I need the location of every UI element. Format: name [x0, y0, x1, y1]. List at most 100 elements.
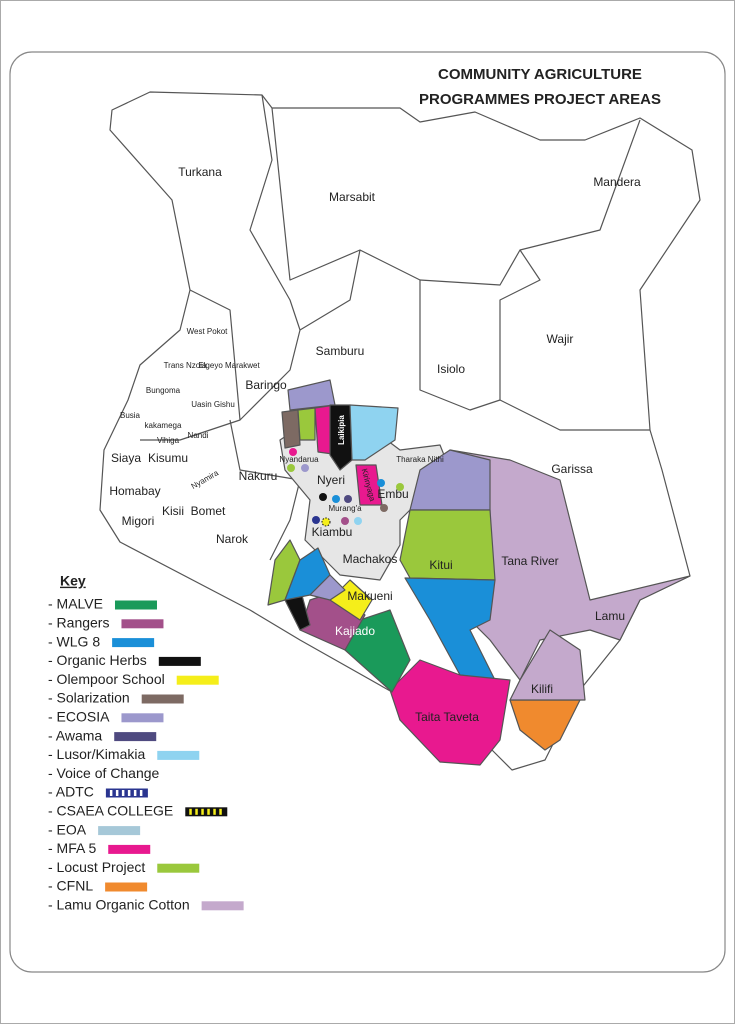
region-solarization: [281, 409, 301, 449]
county-label: Garissa: [551, 462, 593, 476]
county-label: Narok: [216, 532, 249, 546]
legend-label: - Lamu Organic Cotton: [48, 897, 190, 913]
county-label: Elgeyo Marakwet: [198, 361, 260, 370]
legend-swatch-stripe: [219, 808, 222, 815]
region-locust-west: [267, 539, 301, 606]
county-label: Nakuru: [239, 469, 278, 483]
legend-label: - MFA 5: [48, 840, 96, 856]
county-label: Kiambu: [312, 525, 353, 539]
county-label: Wajir: [547, 332, 574, 346]
legend-label: - WLG 8: [48, 633, 100, 649]
region-wlg8: [404, 577, 496, 681]
map-shapes: [99, 91, 701, 771]
legend-swatch: [158, 656, 201, 666]
legend-swatch-stripe: [139, 790, 143, 796]
legend-label: - Locust Project: [48, 859, 145, 875]
legend-swatch: [121, 619, 164, 629]
region-mfa5: [389, 659, 511, 766]
county-label: Homabay: [109, 484, 160, 498]
title-line: PROGRAMMES PROJECT AREAS: [419, 91, 661, 108]
legend-label: - Olempoor School: [48, 671, 165, 687]
county-label: Siaya: [111, 451, 141, 465]
border: [299, 249, 361, 331]
county-label: Isiolo: [437, 362, 465, 376]
county-label: Tana River: [501, 554, 558, 568]
county-label: Taita Taveta: [415, 710, 479, 724]
legend-swatch: [114, 732, 157, 742]
legend-label: - CSAEA COLLEGE: [48, 803, 173, 819]
region-locust-north: [297, 407, 316, 441]
legend-label: - Awama: [48, 727, 102, 743]
legend-label: - Rangers: [48, 615, 109, 631]
legend-swatch: [98, 826, 141, 836]
legend-label: - Solarization: [48, 690, 130, 706]
legend-label: - MALVE: [48, 596, 103, 612]
border: [499, 249, 541, 400]
site-dot: [396, 483, 404, 491]
county-label: Kisii: [162, 504, 184, 518]
site-dot: [319, 493, 327, 501]
county-label: Bomet: [191, 504, 226, 518]
title-line: COMMUNITY AGRICULTURE: [438, 66, 642, 83]
county-label: Embu: [377, 487, 408, 501]
county-label: Busia: [120, 411, 141, 420]
county-label: Nyandarua: [279, 455, 319, 464]
legend-label: - Lusor/Kimakia: [48, 746, 145, 762]
site-dot: [287, 464, 295, 472]
county-label: Mandera: [593, 175, 641, 189]
site-dot: [354, 517, 362, 525]
legend-swatch: [157, 750, 200, 760]
legend-swatch-stripe: [115, 790, 119, 796]
legend-swatch: [201, 901, 244, 911]
border: [271, 107, 641, 286]
border: [239, 94, 301, 421]
legend-swatch-stripe: [121, 790, 125, 796]
region-lamu-cotton-kilifi: [509, 629, 586, 701]
legend-label: - ECOSIA: [48, 709, 110, 725]
county-label: Trans Nzoia: [164, 361, 207, 370]
legend-swatch: [112, 638, 155, 648]
legend-swatch-stripe: [127, 790, 131, 796]
legend-label: - CFNL: [48, 878, 93, 894]
county-label: Turkana: [178, 165, 222, 179]
border: [419, 280, 650, 431]
county-label: Samburu: [316, 344, 365, 358]
legend-swatch: [121, 713, 164, 723]
site-dot: [321, 517, 331, 527]
region-ecosia-west: [309, 574, 346, 601]
legend-swatch-stripe: [133, 790, 137, 796]
county-label: Murang'a: [328, 504, 362, 513]
county-label: Makueni: [347, 589, 392, 603]
legend-swatch: [185, 807, 228, 817]
county-label: Laikipia: [337, 415, 346, 445]
county-label: Machakos: [343, 552, 398, 566]
county-label: Marsabit: [329, 190, 376, 204]
legend-swatch: [114, 600, 157, 610]
site-dot: [301, 464, 309, 472]
legend-label: - Voice of Change: [48, 765, 160, 781]
county-label: West Pokot: [187, 327, 229, 336]
legend-swatch-stripe: [109, 790, 113, 796]
region-lusor: [349, 404, 399, 461]
legend-swatch: [157, 863, 200, 873]
legend: Key - MALVE - Rangers - WLG 8 - Organic Her…: [48, 573, 244, 913]
county-label: kakamega: [145, 421, 182, 430]
legend-swatch-stripe: [195, 808, 198, 815]
county-label: Lamu: [595, 609, 625, 623]
county-label: Vihiga: [157, 436, 180, 445]
legend-label: - EOA: [48, 821, 87, 837]
legend-label: - Organic Herbs: [48, 652, 147, 668]
site-dot: [380, 504, 388, 512]
legend-swatch: [176, 675, 219, 685]
legend-label: - ADTC: [48, 784, 94, 800]
legend-swatch-stripe: [201, 808, 204, 815]
site-dot: [312, 516, 320, 524]
county-label: Migori: [122, 514, 155, 528]
county-label: Kitui: [429, 558, 452, 572]
legend-title: Key: [60, 573, 86, 589]
county-label: Tharaka Nithi: [396, 455, 444, 464]
county-label: Kajiado: [335, 624, 375, 638]
county-label: Bungoma: [146, 386, 181, 395]
